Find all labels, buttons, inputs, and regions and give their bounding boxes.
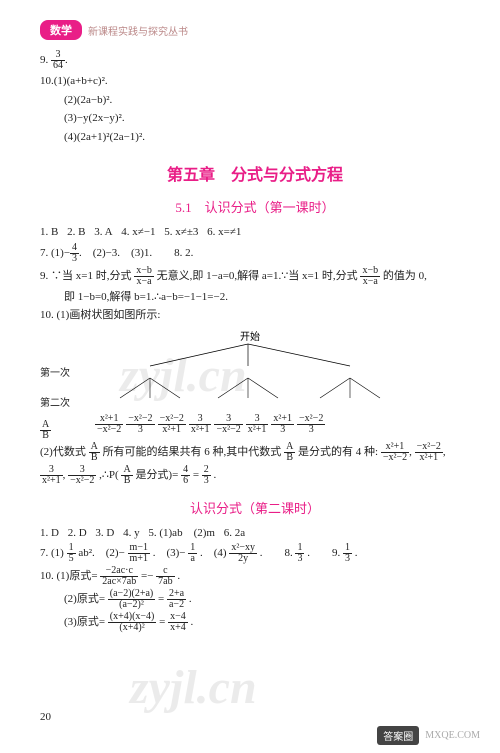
footer-url: MXQE.COM [425,730,480,741]
q9: 9. 364. [40,50,470,71]
tree-bottom-row: x²+1−x²−2 −x²−23 −x²−2x²+1 3x²+1 3−x²−2 … [95,414,325,435]
section-title-2: 认识分式（第二课时） [40,498,470,517]
q9-frac: 364 [51,50,65,71]
svg-text:开始: 开始 [240,330,260,343]
footer-watermark: 答案圈 MXQE.COM [377,726,480,745]
q9-num: 9. [40,54,48,66]
section-title-1: 5.1 认识分式（第一课时） [40,197,470,216]
footer-tag: 答案圈 [377,726,419,745]
subject-badge: 数学 [40,20,82,40]
header-subtitle: 新课程实践与探究丛书 [88,23,188,38]
watermark-2: zyjl.cn [130,660,257,715]
section1-content: 1. B 2. B 3. A 4. x≠−1 5. x≠±3 6. x=≠1 7… [40,224,470,486]
tree-diagram: 开始 第一次 第二次 AB x²+1−x²−2 −x²− [40,328,470,438]
chapter-title: 第五章 分式与分式方程 [40,161,470,185]
page-header: 数学 新课程实践与探究丛书 [40,20,470,40]
page-number: 20 [40,711,51,723]
section2-content: 1. D 2. D 3. D 4. y 5. (1)ab (2)m 6. 2a … [40,525,470,634]
q10-num: 10. [40,75,54,87]
q10: 10.(1)(a+b+c)². (2)(2a−b)². (3)−y(2x−y)²… [40,73,470,145]
page-content: 数学 新课程实践与探究丛书 9. 364. 10.(1)(a+b+c)². (2… [0,0,500,633]
